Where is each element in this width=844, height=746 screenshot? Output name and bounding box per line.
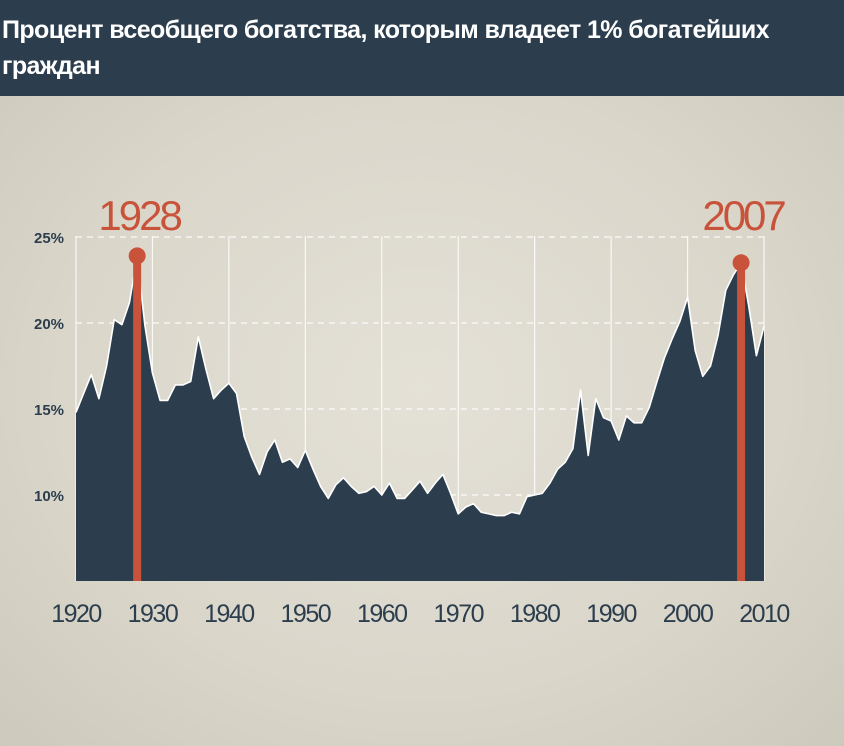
- area-series-edge: [75, 255, 765, 517]
- x-tick-label: 1940: [204, 600, 254, 628]
- highlight-dot-2007: [732, 254, 750, 272]
- y-tick-label: 15%: [34, 402, 64, 419]
- highlight-label-2007: 2007: [702, 192, 785, 239]
- x-tick-label: 1920: [51, 600, 101, 628]
- highlight-layer: 1928 2007: [98, 192, 788, 582]
- highlight-dot-1928: [128, 247, 146, 265]
- x-tick-label: 1960: [357, 600, 407, 628]
- y-tick-label: 20%: [34, 316, 64, 333]
- x-tick-label: 1980: [510, 600, 560, 628]
- x-tick-label: 1930: [128, 600, 178, 628]
- x-tick-label: 2000: [663, 600, 713, 628]
- area-layer: [75, 255, 765, 581]
- y-tick-label: 25%: [34, 230, 64, 247]
- x-tick-label: 1970: [433, 600, 483, 628]
- x-tick-label: 1950: [281, 600, 331, 628]
- area-series: [76, 255, 764, 581]
- highlight-label-1928: 1928: [98, 192, 181, 239]
- highlight-bar-2007: [737, 262, 746, 581]
- title-bar: Процент всеобщего богатства, которым вла…: [0, 0, 844, 96]
- x-tick-label: 2010: [739, 600, 789, 628]
- chart-title: Процент всеобщего богатства, которым вла…: [2, 16, 770, 80]
- tick-layer: 10% 15% 20% 25% 1920 1930 1940 1950 1960 1970 1980…: [34, 230, 791, 628]
- highlight-bar-1928: [133, 255, 142, 582]
- x-tick-label: 1990: [586, 600, 636, 628]
- y-tick-label: 10%: [34, 488, 64, 505]
